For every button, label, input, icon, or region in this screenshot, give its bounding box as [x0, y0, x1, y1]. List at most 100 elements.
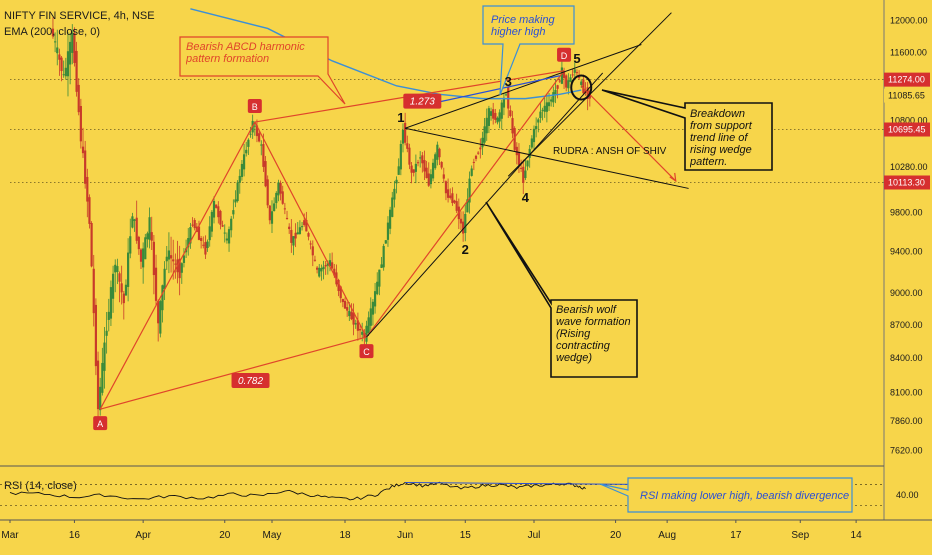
- candle-body: [481, 137, 484, 148]
- candle-body: [107, 311, 110, 320]
- candle-body: [416, 162, 420, 164]
- candle-body: [509, 110, 512, 117]
- candle-body: [187, 238, 190, 248]
- rsi-callout: [599, 477, 853, 513]
- candle-body: [341, 298, 344, 303]
- candle-body: [532, 128, 536, 143]
- candle-body: [79, 106, 82, 142]
- candle-body: [404, 122, 407, 143]
- candle-body: [537, 119, 540, 123]
- rsi-divergence-line: [405, 481, 663, 486]
- breakdown-callout-text: Breakdown from support trend line of ris…: [690, 108, 752, 168]
- candle-body: [157, 301, 160, 324]
- candle-body: [189, 227, 192, 244]
- candle-body: [84, 150, 87, 184]
- candle-body: [492, 109, 495, 119]
- candle-body: [223, 232, 226, 234]
- candle-body: [569, 77, 572, 82]
- candle-body: [221, 225, 224, 227]
- candle-body: [277, 182, 280, 196]
- candle-body: [103, 342, 106, 371]
- candle-body: [139, 249, 143, 262]
- candle-body: [114, 264, 117, 273]
- candle-body: [262, 144, 265, 167]
- candle-body: [479, 147, 482, 150]
- candle-body: [124, 284, 128, 296]
- candle-body: [197, 226, 201, 240]
- candle-body: [56, 47, 59, 54]
- price-tick-label: 11600.00: [890, 48, 927, 58]
- candle-body: [309, 243, 312, 245]
- candle-body: [174, 263, 177, 265]
- candle-body: [451, 193, 454, 204]
- candle-body: [331, 262, 334, 269]
- harmonic-line: [99, 121, 256, 410]
- candle-body: [60, 57, 63, 72]
- pattern-point-label: A: [97, 419, 103, 429]
- candle-body: [318, 267, 321, 277]
- candle-body: [264, 161, 267, 187]
- candle-body: [230, 218, 233, 231]
- candle-body: [350, 311, 353, 320]
- candle-body: [526, 160, 529, 167]
- pattern-point-label: D: [561, 51, 568, 61]
- candle-body: [522, 166, 525, 183]
- candle-body: [577, 77, 581, 79]
- candle-body: [333, 268, 336, 276]
- candle-body: [399, 143, 402, 170]
- price-tick-label: 8400.00: [890, 353, 923, 363]
- pattern-labels: 1.273 0.782 A B C D 1 2 3 4 5: [93, 47, 581, 431]
- candle-body: [294, 232, 297, 239]
- rsi-pane: RSI (14, close) RSI making lower high, be…: [0, 477, 884, 513]
- candle-body: [96, 360, 100, 410]
- candle-body: [122, 293, 125, 304]
- rsi-label: RSI (14, close): [4, 480, 77, 492]
- candle-body: [425, 167, 428, 179]
- candle-body: [550, 99, 553, 102]
- rsi-tick-label: 40.00: [896, 490, 919, 500]
- candle-body: [483, 126, 486, 143]
- candle-body: [489, 111, 493, 116]
- time-tick-label: 18: [339, 530, 351, 541]
- price-marker-box: [884, 175, 930, 190]
- ema-indicator-label[interactable]: EMA (200, close, 0): [4, 26, 100, 38]
- candle-body: [296, 232, 299, 235]
- candle-body: [494, 112, 497, 120]
- candle-body: [427, 173, 430, 186]
- candle-body: [429, 174, 433, 185]
- candle-body: [530, 138, 533, 148]
- candle-body: [419, 157, 422, 159]
- wave-label: 5: [573, 51, 580, 66]
- candle-body: [200, 238, 203, 241]
- candle-body: [455, 201, 458, 211]
- candle-body: [421, 155, 424, 164]
- candle-body: [281, 191, 284, 204]
- drawings: Bearish ABCD harmonic pattern formation P…: [99, 5, 773, 410]
- candle-body: [210, 211, 213, 232]
- candle-body: [142, 248, 145, 268]
- price-tick-label: 10280.00: [890, 162, 928, 172]
- candle-body: [363, 333, 366, 338]
- candle-body: [305, 219, 308, 232]
- price-marker-label: 10695.45: [888, 125, 926, 135]
- candle-body: [303, 220, 306, 226]
- candle-body: [225, 238, 228, 241]
- candle-body: [507, 86, 510, 109]
- candle-body: [446, 189, 450, 198]
- price-tick-label: 7860.00: [890, 416, 923, 426]
- candle-body: [118, 273, 121, 282]
- candle-body: [92, 268, 95, 314]
- candle-body: [202, 244, 205, 246]
- candle-body: [380, 264, 383, 268]
- candle-body: [575, 72, 579, 74]
- candle-body: [348, 310, 351, 317]
- rsi-line: [9, 481, 586, 501]
- candle-body: [547, 102, 551, 107]
- candle-body: [219, 210, 222, 225]
- candle-body: [290, 229, 293, 243]
- price-tick-label: 9000.00: [890, 288, 923, 298]
- time-tick-label: 14: [851, 530, 863, 541]
- candle-body: [94, 304, 97, 367]
